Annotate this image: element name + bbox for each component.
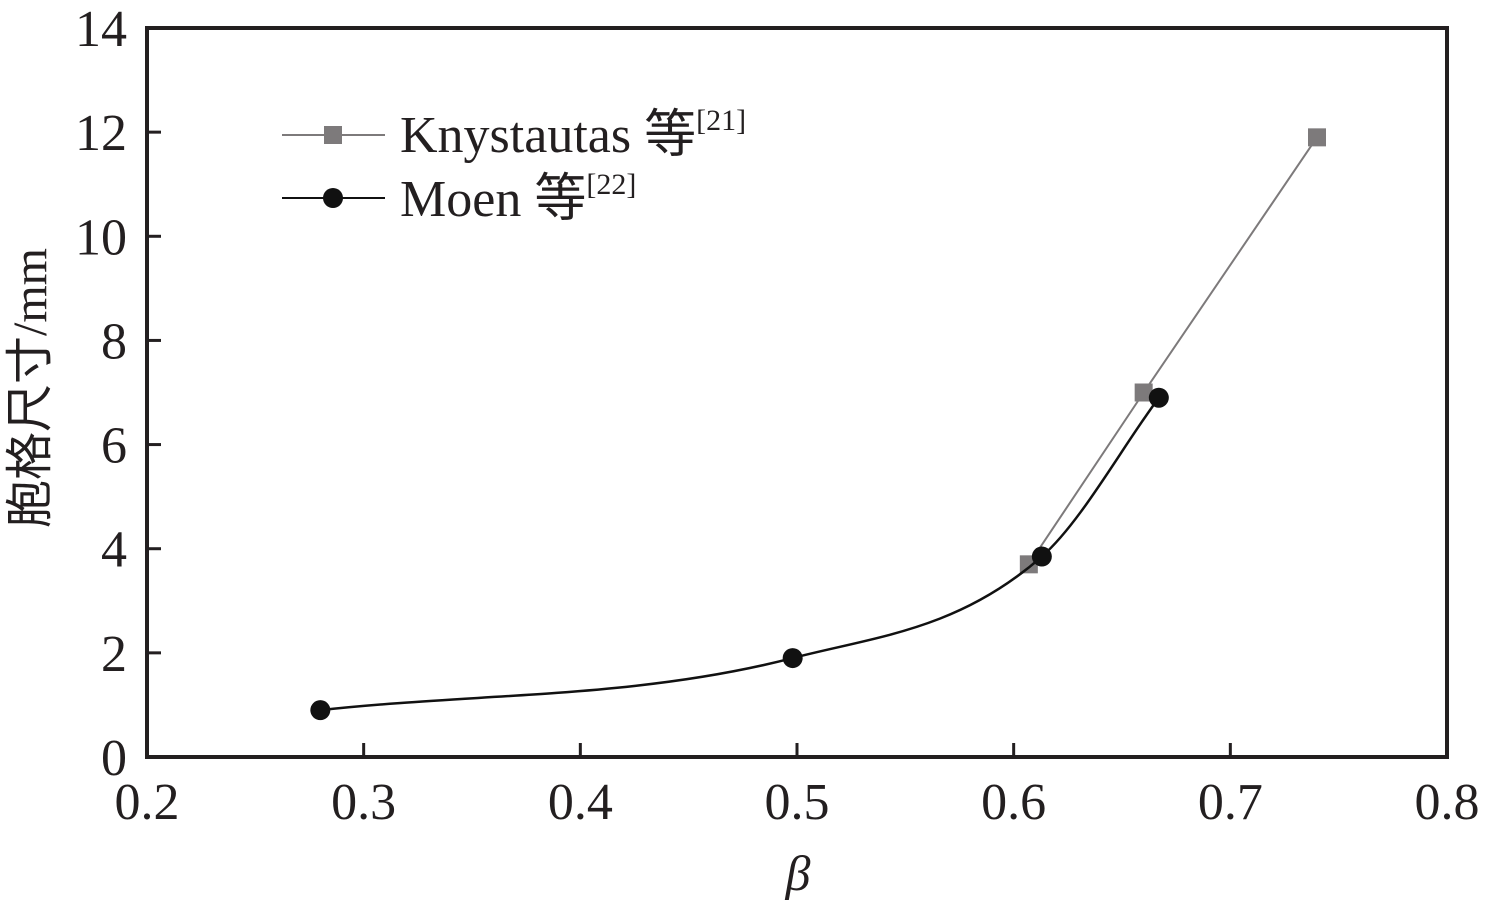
legend-ref-knystautas: [21] (696, 104, 746, 137)
x-tick-label-5: 0.7 (1198, 774, 1263, 831)
legend-label-moen: Moen 等[22] (400, 168, 636, 228)
plot-area (310, 128, 1326, 721)
legend-label-knystautas: Knystautas 等[21] (400, 104, 746, 164)
data-point-moen-0 (310, 700, 331, 721)
x-axis-label: β (785, 845, 811, 900)
series-line-knystautas (1027, 136, 1318, 565)
legend-marker-moen (323, 188, 343, 208)
data-point-knystautas-1 (1134, 383, 1153, 402)
y-tick-label-2: 4 (101, 522, 127, 579)
y-tick-label-3: 6 (101, 418, 127, 475)
y-tick-label-1: 2 (101, 626, 127, 683)
y-axis-label: 胞格尺寸/mm (4, 248, 57, 528)
series-line-moen (320, 396, 1160, 712)
y-tick-label-6: 12 (75, 105, 127, 162)
axes: 0.2 0.3 0.4 0.5 0.6 0.7 0.8 0 2 4 6 8 10 12 14 (75, 1, 1480, 831)
legend-name-knystautas: Knystautas 等 (400, 107, 696, 164)
x-tick-label-1: 0.3 (331, 774, 396, 831)
y-tick-label-5: 10 (75, 209, 127, 266)
x-tick-label-6: 0.8 (1415, 774, 1480, 831)
data-point-moen-3 (1148, 387, 1169, 408)
data-point-moen-2 (1031, 546, 1052, 567)
data-point-moen-1 (782, 648, 803, 669)
data-point-knystautas-2 (1308, 128, 1326, 147)
x-tick-label-3: 0.5 (765, 774, 830, 831)
legend-ref-moen: [22] (586, 168, 636, 201)
legend-marker-knystautas (324, 126, 342, 144)
x-tick-label-0: 0.2 (115, 774, 180, 831)
y-tick-label-4: 8 (101, 313, 127, 370)
y-tick-label-7: 14 (75, 1, 127, 58)
legend-name-moen: Moen 等 (400, 171, 586, 228)
x-tick-label-2: 0.4 (548, 774, 613, 831)
y-tick-label-0: 0 (101, 730, 127, 787)
x-tick-label-4: 0.6 (981, 774, 1046, 831)
legend: Knystautas 等[21] Moen 等[22] (282, 104, 746, 228)
